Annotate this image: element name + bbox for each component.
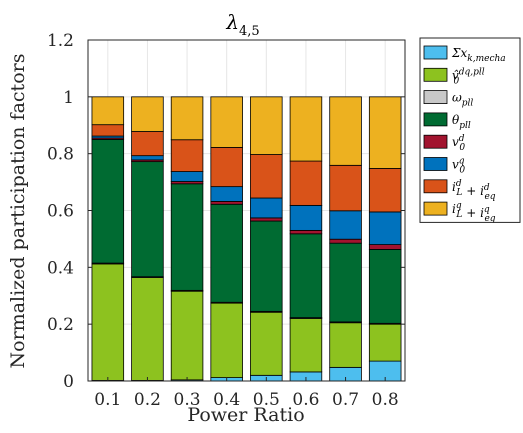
bar-segment bbox=[250, 220, 283, 312]
bar-segment bbox=[368, 96, 402, 169]
legend-swatch bbox=[423, 179, 448, 194]
legend-entry: vd 0 bbox=[423, 134, 465, 153]
legend-swatch bbox=[423, 134, 448, 149]
bar-segment bbox=[210, 147, 243, 188]
bar-segment bbox=[329, 242, 362, 323]
bar-segment bbox=[250, 197, 283, 219]
bar-stack bbox=[368, 96, 402, 382]
bar-segment bbox=[210, 201, 243, 205]
legend-swatch bbox=[423, 90, 448, 104]
bar-segment bbox=[289, 204, 323, 231]
bar-segment bbox=[170, 96, 204, 141]
legend-label: v̂dq,pll 0 bbox=[452, 67, 485, 86]
bar-segment bbox=[368, 211, 402, 246]
bar-segment bbox=[289, 96, 323, 162]
legend-entry: ωpll bbox=[423, 90, 473, 109]
bar-segment bbox=[368, 244, 402, 250]
bar-segment bbox=[210, 203, 243, 303]
bar-segment bbox=[329, 322, 362, 368]
bar-segment bbox=[91, 263, 125, 381]
bar-segment bbox=[250, 311, 283, 376]
bar-segment bbox=[329, 210, 362, 240]
legend-entry: id L + id eq bbox=[423, 179, 496, 202]
legend-swatch bbox=[423, 67, 448, 82]
bar-segment bbox=[91, 96, 125, 126]
bar-segment bbox=[210, 96, 243, 148]
legend-entry: iq L + iq eq bbox=[423, 201, 496, 224]
bar-segment bbox=[170, 171, 204, 182]
bar-stack bbox=[131, 96, 164, 382]
x-tick-label: 0.3 bbox=[174, 390, 201, 410]
bar-segment bbox=[210, 186, 243, 202]
bar-segment bbox=[170, 183, 204, 291]
x-tick-label: 0.2 bbox=[134, 390, 161, 410]
x-axis-ticks: 0.1 0.2 0.3 0.4 0.5 0.6 0.7 0.8 bbox=[94, 377, 399, 410]
legend-label: vq 0 bbox=[452, 157, 465, 176]
x-axis-label: Power Ratio bbox=[187, 404, 304, 426]
bar-segment bbox=[329, 96, 362, 166]
bar-segment bbox=[368, 168, 402, 213]
legend-label: ωpll bbox=[452, 91, 473, 109]
bar-stack bbox=[91, 96, 125, 382]
bar-stack bbox=[289, 96, 323, 382]
x-tick-label: 0.5 bbox=[253, 390, 280, 410]
bar-segment bbox=[131, 131, 164, 157]
bar-segment bbox=[131, 277, 164, 381]
y-tick-label: 0.6 bbox=[47, 202, 74, 222]
bar-segment bbox=[170, 139, 204, 172]
y-axis-label: Normalized participation factors bbox=[7, 54, 29, 369]
bar-segment bbox=[91, 124, 125, 137]
bar-segment bbox=[329, 164, 362, 212]
x-tick-label: 0.6 bbox=[292, 390, 319, 410]
bar-segment bbox=[289, 233, 323, 319]
bar-segment bbox=[131, 96, 164, 132]
legend-swatch bbox=[423, 45, 448, 60]
legend-label: θpll bbox=[452, 113, 471, 131]
bar-segment bbox=[289, 229, 323, 235]
bar-stack bbox=[329, 96, 362, 382]
bar-segment bbox=[210, 302, 243, 378]
y-tick-label: 1 bbox=[63, 88, 74, 108]
bar-segment bbox=[131, 161, 164, 278]
bar-segment bbox=[289, 318, 323, 373]
bars bbox=[91, 96, 402, 382]
legend-swatch bbox=[423, 157, 448, 171]
chart-title: λ4,5 bbox=[225, 10, 259, 39]
y-tick-label: 1.2 bbox=[47, 31, 74, 51]
y-axis-ticks: 0 0.2 0.4 0.6 0.8 1 1.2 bbox=[47, 31, 405, 392]
x-tick-label: 0.7 bbox=[332, 390, 359, 410]
x-tick-label: 0.8 bbox=[372, 390, 399, 410]
legend-entry: vq 0 bbox=[423, 157, 465, 176]
bar-segment bbox=[131, 155, 164, 161]
bar-segment bbox=[329, 238, 362, 244]
bar-segment bbox=[289, 160, 323, 206]
x-tick-label: 0.1 bbox=[94, 390, 121, 410]
legend-entry: Σxk,mecha bbox=[423, 45, 506, 64]
x-tick-label: 0.4 bbox=[213, 390, 240, 410]
legend-swatch bbox=[423, 201, 448, 216]
legend-swatch bbox=[423, 112, 448, 127]
legend: Σxk,mecha v̂dq,pll 0 ωpll θpll vd 0 vq 0 id L + id… bbox=[419, 37, 521, 224]
bar-segment bbox=[250, 96, 283, 155]
y-tick-label: 0 bbox=[63, 372, 74, 392]
legend-label: id L + id eq bbox=[452, 179, 496, 202]
legend-label: iq L + iq eq bbox=[452, 201, 496, 224]
legend-entry: v̂dq,pll 0 bbox=[423, 67, 485, 86]
y-tick-label: 0.8 bbox=[47, 145, 74, 165]
bar-segment bbox=[250, 217, 283, 222]
legend-label: vd 0 bbox=[452, 134, 465, 153]
bar-segment bbox=[250, 154, 283, 199]
bar-segment bbox=[91, 139, 125, 264]
bar-segment bbox=[170, 290, 204, 381]
legend-label: Σxk,mecha bbox=[451, 46, 506, 64]
bar-stack bbox=[170, 96, 204, 382]
y-tick-label: 0.2 bbox=[47, 315, 74, 335]
bar-stack bbox=[250, 96, 283, 382]
bar-segment bbox=[368, 323, 402, 362]
bar-stack bbox=[210, 96, 243, 382]
y-tick-label: 0.4 bbox=[47, 258, 74, 278]
bar-segment bbox=[368, 249, 402, 324]
legend-entry: θpll bbox=[423, 112, 471, 131]
